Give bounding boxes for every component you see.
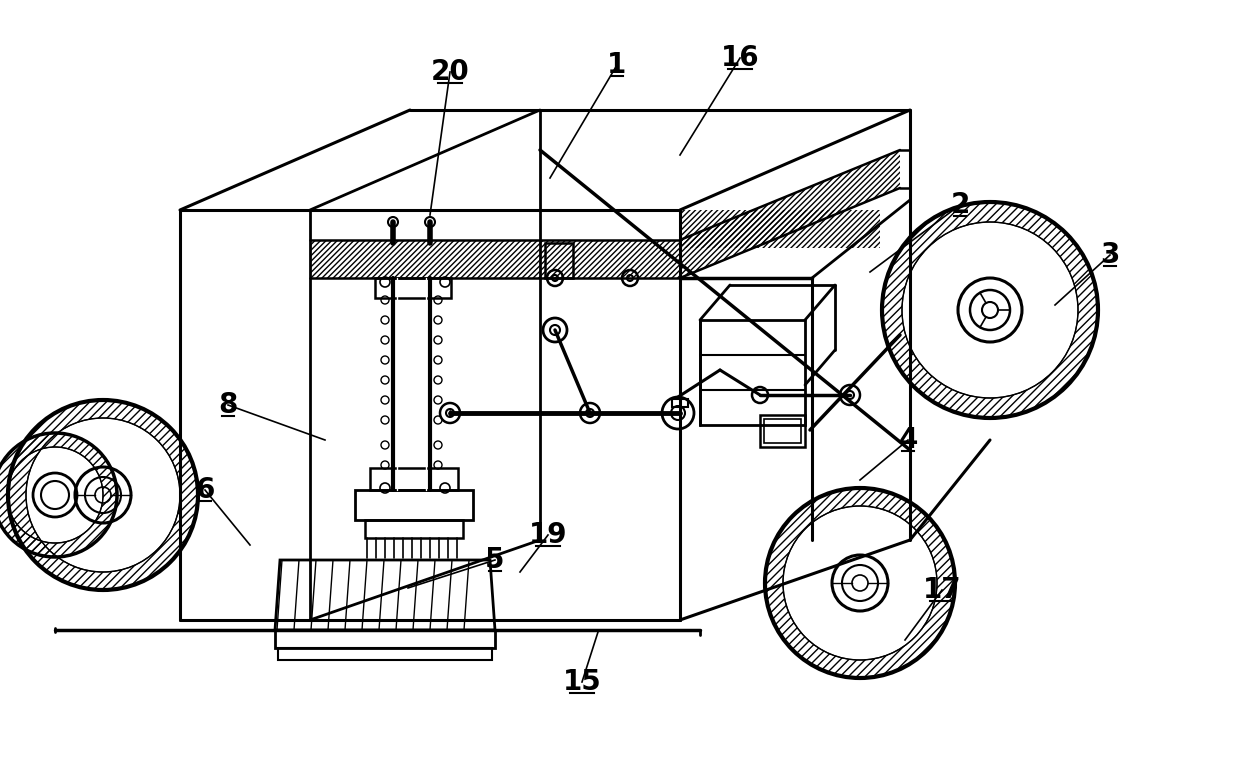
- Bar: [275, 630, 495, 648]
- Bar: [374, 278, 451, 298]
- Bar: [365, 520, 463, 538]
- Bar: [355, 490, 472, 520]
- Polygon shape: [275, 560, 495, 630]
- Bar: [701, 320, 805, 425]
- Bar: [764, 419, 801, 443]
- Text: 15: 15: [563, 668, 601, 696]
- Bar: [760, 415, 805, 447]
- Text: 8: 8: [218, 391, 238, 419]
- Text: 1: 1: [608, 51, 626, 79]
- Text: 16: 16: [720, 44, 759, 72]
- Bar: [310, 240, 680, 278]
- Bar: [546, 243, 573, 278]
- Bar: [680, 210, 880, 248]
- Text: 2: 2: [950, 191, 970, 219]
- Text: 4: 4: [898, 426, 918, 454]
- Text: 19: 19: [528, 521, 567, 549]
- Bar: [278, 648, 492, 660]
- Text: 6: 6: [196, 476, 215, 504]
- Text: 17: 17: [923, 576, 961, 604]
- Text: 3: 3: [1100, 241, 1120, 269]
- Text: 5: 5: [485, 546, 505, 574]
- Text: 20: 20: [430, 58, 470, 86]
- Bar: [672, 399, 688, 407]
- Bar: [370, 468, 458, 490]
